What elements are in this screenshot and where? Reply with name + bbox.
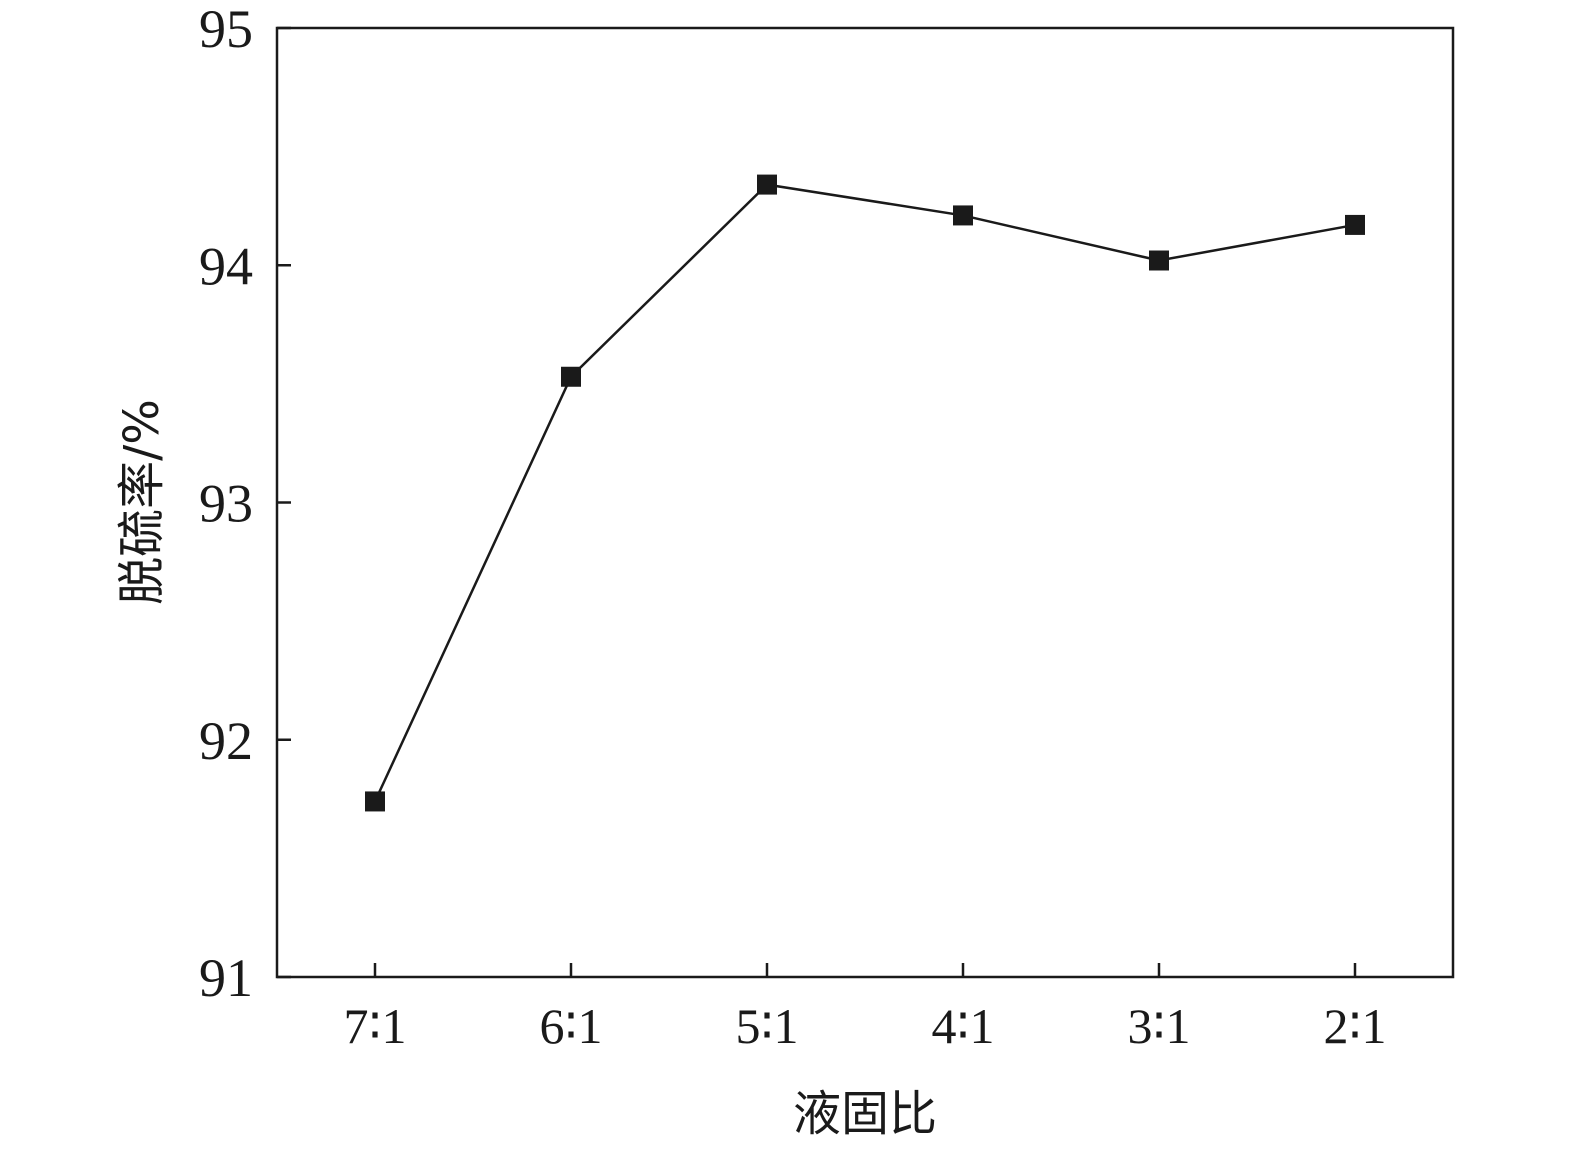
x-tick-label: 4∶1 [931,998,994,1054]
data-point-marker [561,366,581,387]
y-axis-ticks: 91 92 93 94 95 [199,0,291,1008]
y-axis-title: 脱硫率/% [114,399,170,605]
y-tick-label: 94 [199,236,253,296]
data-point-marker [1149,250,1169,271]
data-point-marker [757,174,777,195]
series-line [373,183,1356,802]
x-tick-label: 3∶1 [1127,998,1190,1054]
y-tick-label: 93 [199,474,253,534]
data-point-marker [1345,214,1365,235]
y-tick-label: 95 [199,0,253,59]
series-layer [365,174,1365,812]
x-tick-label: 5∶1 [735,998,798,1054]
plot-frame [275,26,1455,979]
x-tick-label: 6∶1 [539,998,602,1054]
y-tick-label: 91 [199,948,253,1008]
x-tick-label: 2∶1 [1323,998,1386,1054]
y-tick-label: 92 [199,711,253,771]
x-axis-title: 液固比 [793,1086,937,1142]
x-axis-ticks: 7∶1 6∶1 5∶1 4∶1 3∶1 2∶1 [343,963,1387,1054]
x-tick-label: 7∶1 [343,998,406,1054]
data-point-marker [953,205,973,226]
data-point-marker [365,791,385,812]
